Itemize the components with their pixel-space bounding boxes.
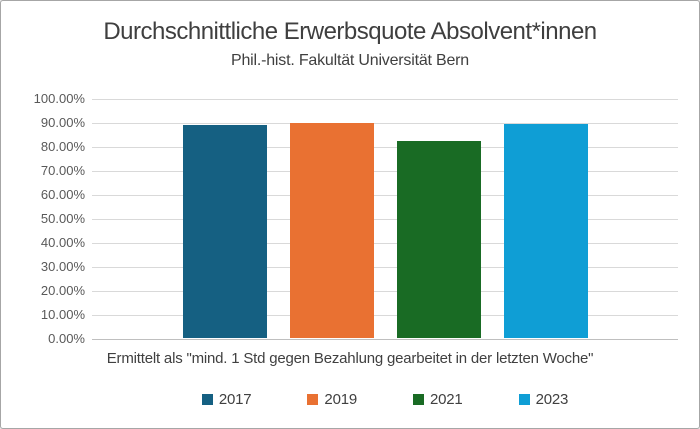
legend: 2017 2019 2021 2023 [92,391,678,408]
bar-2023 [503,124,588,338]
legend-item-2021: 2021 [413,391,463,408]
gridline [92,147,678,148]
y-tick-label: 0.00% [48,331,85,346]
legend-swatch-icon [201,394,213,405]
legend-label: 2017 [218,391,252,408]
gridline [92,171,678,172]
y-tick-label: 90.00% [40,115,85,130]
x-axis-line [92,339,678,340]
plot-area [92,98,678,340]
gridline [92,219,678,220]
y-tick-label: 30.00% [40,259,85,274]
y-tick-label: 40.00% [40,235,85,250]
bar-group [92,98,678,338]
legend-item-2017: 2017 [201,391,252,408]
gridline [92,99,678,100]
legend-swatch-icon [518,394,530,405]
y-tick-label: 60.00% [40,187,85,202]
y-tick-label: 80.00% [40,139,85,154]
bar-2019 [289,123,374,338]
chart-subtitle: Phil.-hist. Fakultät Universität Bern [230,52,470,69]
gridline [92,195,678,196]
x-axis-category-label: Ermittelt als "mind. 1 Std gegen Bezahlu… [106,350,594,367]
y-tick-label: 50.00% [40,211,85,226]
y-tick-label: 10.00% [40,307,85,322]
legend-swatch-icon [413,394,424,405]
bar-2017 [182,125,267,338]
gridline [92,123,678,124]
legend-label: 2019 [324,391,357,408]
legend-swatch-icon [307,394,319,405]
chart-title: Durchschnittliche Erwerbsquote Absolvent… [103,18,597,45]
gridline [92,267,678,268]
y-tick-label: 20.00% [40,283,85,298]
legend-label: 2023 [535,391,569,408]
y-tick-label: 70.00% [40,163,85,178]
gridline [92,243,678,244]
legend-item-2019: 2019 [307,391,357,408]
legend-item-2023: 2023 [518,391,569,408]
gridline [92,315,678,316]
y-tick-label: 100.00% [33,91,85,106]
legend-label: 2021 [430,391,463,408]
bar-2021 [396,141,481,338]
gridline [92,291,678,292]
